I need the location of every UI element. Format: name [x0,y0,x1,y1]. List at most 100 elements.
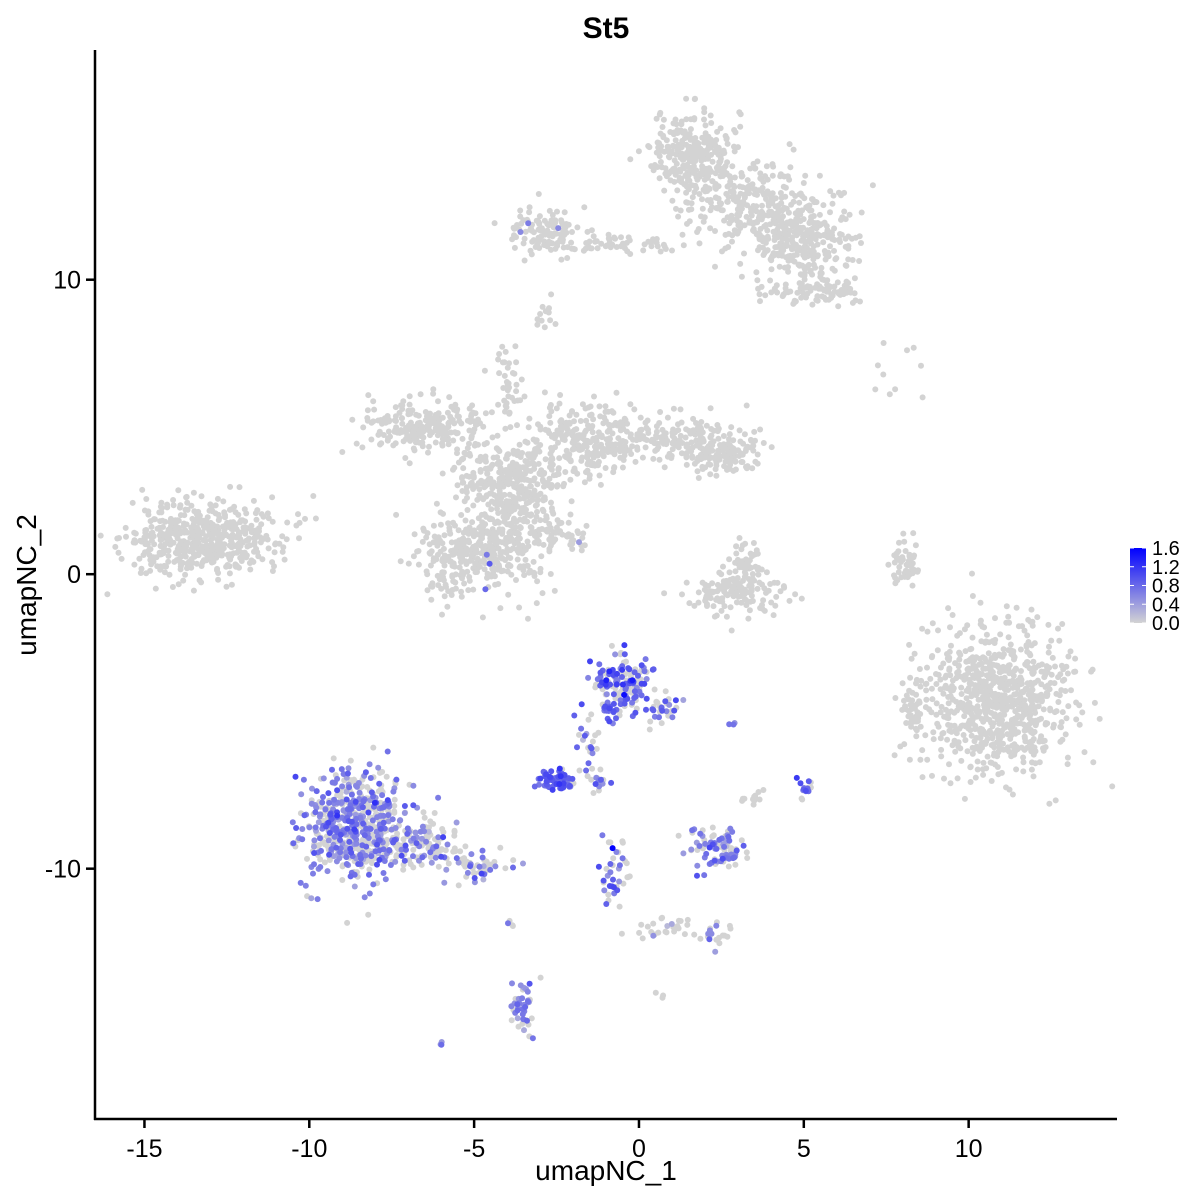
data-point [520,860,526,867]
data-point [1011,746,1018,753]
data-point [798,281,805,287]
data-point [780,213,786,220]
data-point [780,583,787,590]
data-point [1031,664,1038,671]
data-point [1006,786,1013,793]
data-point [678,450,685,457]
data-point [737,225,744,231]
data-point [735,144,741,151]
data-point [527,483,534,490]
data-point [521,476,528,483]
data-point [693,167,700,174]
data-point [509,459,516,466]
data-point [720,582,727,589]
data-point [976,661,982,668]
data-point [735,447,742,454]
data-point [717,442,723,448]
data-point [980,771,987,778]
data-point [751,191,758,198]
data-point [194,524,201,531]
data-point [658,720,665,727]
data-point [974,766,981,773]
data-point [513,359,520,366]
data-point [458,512,465,518]
data-point [712,263,718,270]
data-point [664,923,671,929]
data-point [489,434,496,441]
data-point [765,587,772,594]
data-point [480,523,487,530]
data-point [1030,751,1037,758]
data-point [1096,715,1103,722]
data-point [464,507,471,513]
data-point [471,442,478,449]
data-point [923,680,930,687]
data-point [958,757,965,764]
data-point [754,566,761,573]
data-point [738,599,745,606]
data-point [683,452,690,459]
data-point [507,563,514,569]
data-point [1014,685,1021,692]
data-point [258,521,265,528]
data-point [750,186,757,193]
data-point [486,490,493,497]
data-point [463,526,470,533]
data-point [736,427,743,434]
data-point [547,526,554,533]
data-point [902,548,909,554]
data-point [263,532,270,539]
data-point [1040,745,1046,752]
data-point [648,438,655,445]
data-point [523,506,529,513]
data-point [707,471,714,478]
data-point [560,222,567,229]
data-point [435,398,441,405]
data-point [606,421,612,428]
data-point [937,735,944,742]
data-point [415,561,422,568]
data-point [968,732,975,739]
data-point [209,546,216,553]
data-point [235,547,242,554]
data-point [763,163,770,170]
data-point [987,666,994,673]
data-point [899,556,906,563]
data-point [403,424,409,431]
data-point [615,692,622,699]
data-point [450,437,457,444]
data-point [530,237,537,244]
data-point [975,676,982,683]
data-point [583,240,590,246]
data-point [441,562,448,569]
data-point [463,484,470,491]
data-point [534,578,541,585]
data-point [721,217,728,224]
data-point [910,344,917,351]
data-point [699,196,705,203]
data-point [548,291,555,298]
data-point [534,497,541,504]
data-point [1021,697,1028,704]
data-point [603,436,610,443]
data-point [1001,675,1008,682]
data-point [406,460,413,467]
data-point [462,547,469,554]
data-point [386,418,393,425]
data-point [441,552,448,559]
data-point [146,546,153,553]
data-point [485,501,492,508]
data-point [137,537,144,544]
data-point [502,348,509,355]
data-point [445,860,452,867]
data-point [533,513,540,520]
data-point [810,243,817,250]
data-point [813,199,820,206]
data-point [311,843,317,850]
data-point [557,418,564,425]
data-point [725,230,732,237]
data-point [595,729,602,736]
data-point [685,206,692,213]
data-point [654,164,661,170]
data-point [619,838,626,845]
